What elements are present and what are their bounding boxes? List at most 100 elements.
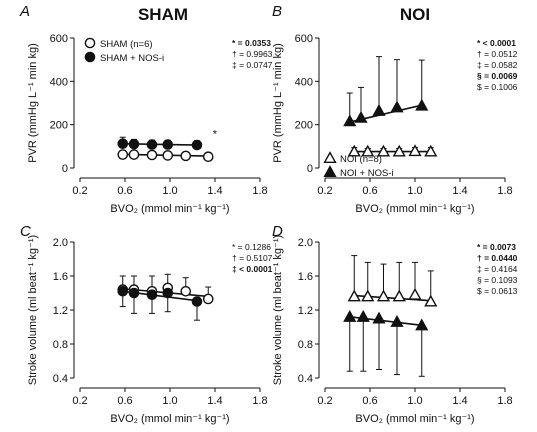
- series-nos-i: [343, 309, 429, 377]
- significance-mark: *: [213, 129, 218, 141]
- series-nos-i: [117, 136, 203, 151]
- data-point: [376, 144, 391, 157]
- data-point: [117, 285, 129, 297]
- y-axis-label: PVR (mmHg L⁻¹ min kg): [272, 43, 284, 163]
- stat-line: $ = 0.0613: [477, 286, 518, 296]
- series-nos-i: [343, 56, 429, 127]
- x-tick-label: 1.8: [252, 395, 267, 407]
- x-tick-label: 1.0: [407, 185, 422, 197]
- data-point: [361, 144, 375, 157]
- data-point: [117, 149, 129, 160]
- x-axis-label: BVO₂ (mmol min⁻¹ kg⁻¹): [110, 203, 229, 215]
- x-tick-label: 0.2: [72, 395, 87, 407]
- y-tick-label: 0: [62, 163, 68, 175]
- data-point: [180, 150, 192, 162]
- data-point: [202, 293, 214, 305]
- data-point: [392, 289, 406, 302]
- data-point: [343, 309, 357, 322]
- x-tick-label: 0.2: [317, 395, 332, 407]
- data-point: [191, 296, 203, 307]
- y-tick-label: 1.2: [53, 305, 68, 317]
- y-tick-label: 0.8: [53, 339, 68, 351]
- data-point: [343, 114, 357, 127]
- stat-line: ‡ = 0.0582: [477, 60, 518, 70]
- data-point: [128, 149, 140, 160]
- y-tick-label: 1.6: [53, 271, 68, 283]
- legend-marker: [323, 151, 337, 164]
- stat-line: † = 0.9963: [232, 49, 273, 59]
- y-tick-label: 2.0: [53, 237, 68, 249]
- data-point: [347, 144, 361, 157]
- x-tick-label: 1.0: [407, 395, 422, 407]
- y-tick-label: 200: [50, 120, 68, 132]
- series-control: [347, 144, 438, 157]
- x-axis-label: BVO₂ (mmol min⁻¹ kg⁻¹): [110, 413, 229, 425]
- data-point: [128, 287, 140, 299]
- y-tick-label: 0: [307, 163, 313, 175]
- stat-line: ‡ = 0.4164: [477, 264, 518, 274]
- data-point: [117, 138, 129, 150]
- data-point: [356, 309, 370, 322]
- y-axis-label: Stroke volume (ml beat⁻¹ kg⁻¹): [272, 235, 284, 385]
- y-tick-label: 400: [295, 76, 313, 88]
- stat-line: § = 0.1093: [477, 275, 518, 285]
- y-tick-label: 1.2: [298, 305, 313, 317]
- x-axis-label: BVO₂ (mmol min⁻¹ kg⁻¹): [355, 203, 474, 215]
- panel-b: B 0 200 400 600 PVR (mmHg L⁻¹ min kg) 0.2 0.6 1.…: [272, 3, 518, 215]
- title-sham: SHAM: [138, 5, 188, 24]
- x-tick-label: 0.6: [362, 185, 377, 197]
- data-point: [347, 289, 361, 302]
- data-point: [390, 315, 404, 327]
- x-tick-label: 0.2: [317, 185, 332, 197]
- y-tick-label: 0.8: [298, 339, 313, 351]
- y-tick-label: 400: [50, 76, 68, 88]
- legend-label: SHAM (n=6): [100, 39, 153, 50]
- y-axis-label: PVR (mmHg L⁻¹ min kg): [27, 43, 39, 163]
- stat-line: ‡ < 0.0001: [232, 264, 273, 274]
- x-tick-label: 1.8: [497, 395, 512, 407]
- x-tick-label: 0.2: [72, 185, 87, 197]
- stat-line: $ = 0.1006: [477, 82, 518, 92]
- y-tick-label: 600: [50, 33, 68, 45]
- data-point: [162, 150, 174, 161]
- panels: A 0 200 400 600 PVR (mmHg L⁻¹ min kg) 0.2 0.6 1.…: [19, 3, 518, 425]
- data-point: [162, 139, 174, 150]
- panel-letter-b: B: [272, 3, 282, 20]
- data-point: [361, 289, 375, 302]
- x-tick-label: 1.4: [207, 395, 222, 407]
- panel-a: A 0 200 400 600 PVR (mmHg L⁻¹ min kg) 0.2 0.6 1.…: [19, 3, 273, 215]
- data-point: [128, 138, 140, 150]
- data-point: [408, 144, 422, 157]
- panel-c: C 0.4 0.8 1.2 1.6 2.0 Stroke volume (ml beat⁻¹…: [20, 223, 273, 425]
- legend-label: NOI + NOS-i: [340, 168, 394, 179]
- x-tick-label: 1.4: [452, 395, 467, 407]
- series-control: [347, 255, 438, 307]
- x-tick-label: 1.0: [162, 395, 177, 407]
- data-point: [376, 289, 391, 302]
- data-point: [424, 294, 438, 307]
- x-tick-label: 0.6: [117, 185, 132, 197]
- data-point: [424, 144, 438, 157]
- data-point: [372, 103, 386, 116]
- stat-line: * = 0.1286: [232, 242, 271, 252]
- panel-letter-d: D: [272, 223, 283, 240]
- series-nos-i: [117, 285, 203, 321]
- data-point: [146, 289, 158, 301]
- stat-line: § = 0.0069: [477, 71, 518, 81]
- y-tick-label: 0.4: [53, 373, 68, 385]
- stat-line: ‡ = 0.0747: [232, 60, 273, 70]
- data-point: [415, 318, 429, 331]
- data-point: [390, 100, 404, 113]
- data-point: [354, 110, 368, 123]
- legend-marker: [84, 37, 96, 49]
- data-point: [392, 144, 406, 157]
- x-tick-label: 1.8: [252, 185, 267, 197]
- x-tick-label: 0.6: [362, 395, 377, 407]
- stat-line: † = 0.0440: [477, 253, 518, 263]
- y-tick-label: 1.6: [298, 271, 313, 283]
- stat-line: † = 0.0512: [477, 49, 518, 59]
- stat-line: † = 0.5107: [232, 253, 273, 263]
- data-point: [202, 151, 214, 163]
- data-point: [372, 311, 386, 324]
